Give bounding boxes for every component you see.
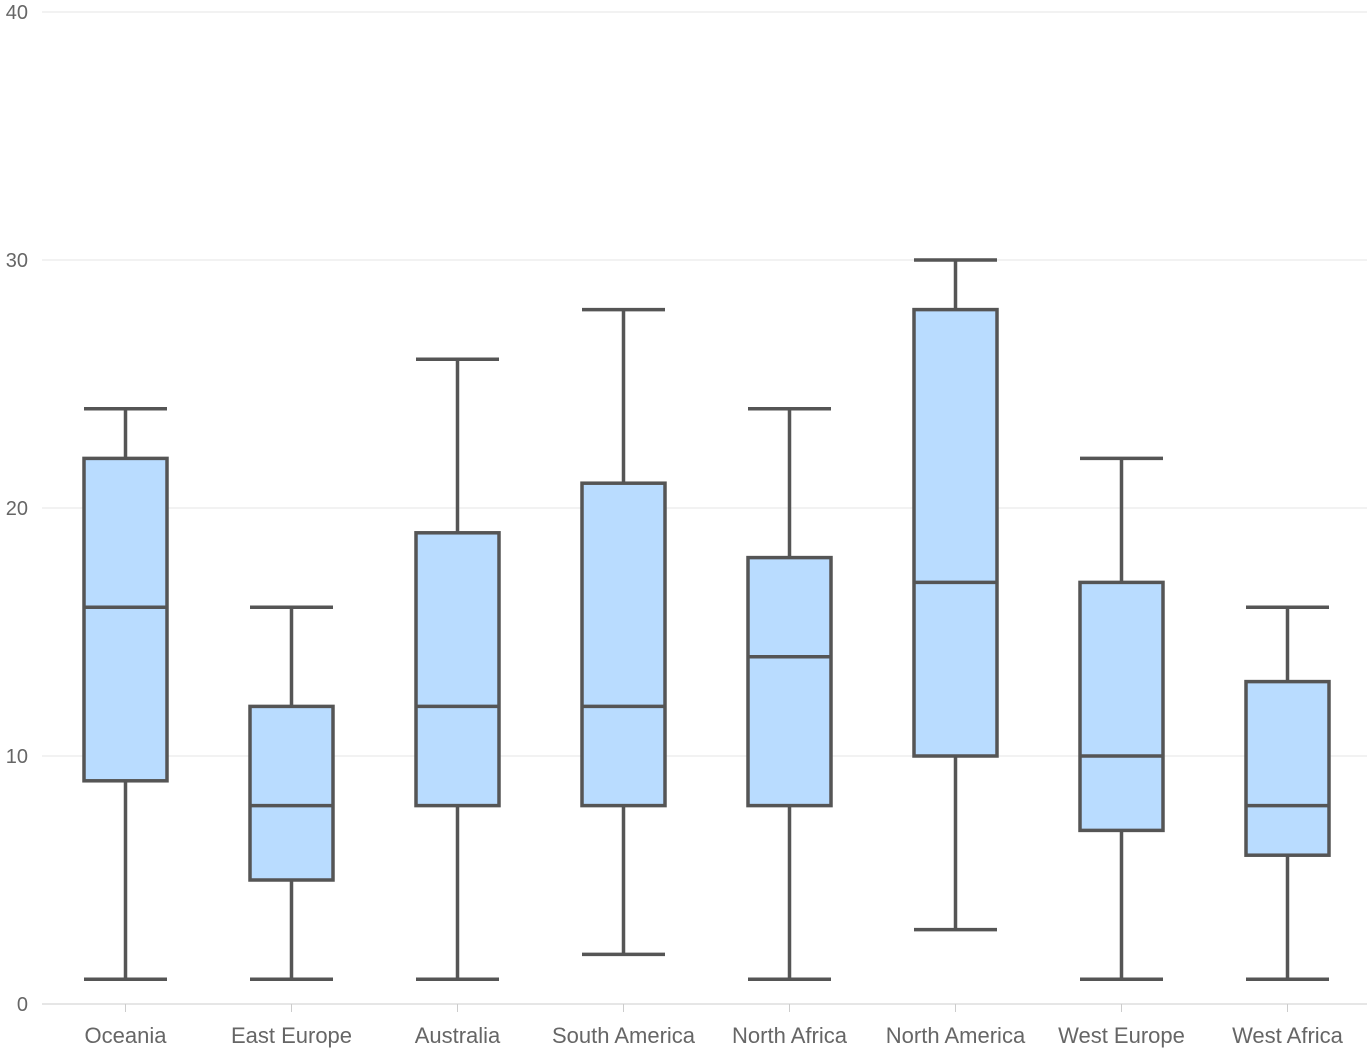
x-axis: Oceania East Europe Australia South America…: [42, 1003, 1367, 1048]
box-series: [82, 258, 1331, 981]
x-tick-label: West Europe: [1058, 1023, 1185, 1048]
box-south-america: [580, 307, 667, 957]
iqr-box: [580, 481, 667, 808]
x-tick-label: Oceania: [85, 1023, 168, 1048]
iqr-box: [82, 456, 169, 783]
iqr-box: [912, 307, 999, 758]
iqr-box: [1078, 580, 1165, 833]
x-tick-label: North Africa: [732, 1023, 848, 1048]
x-tick-label: West Africa: [1232, 1023, 1344, 1048]
x-tick-label: North America: [886, 1023, 1026, 1048]
box-west-europe: [1078, 456, 1165, 981]
y-tick-label: 0: [17, 994, 28, 1016]
box-australia: [414, 357, 501, 981]
iqr-box: [414, 531, 501, 808]
y-tick-label: 10: [6, 746, 28, 768]
box-east-europe: [248, 605, 335, 981]
y-axis: 0 10 20 30 40: [6, 2, 28, 1016]
box-north-africa: [746, 407, 833, 981]
iqr-box: [1244, 679, 1331, 857]
iqr-box: [746, 555, 833, 808]
y-tick-label: 40: [6, 2, 28, 24]
x-tick-label: Australia: [415, 1023, 501, 1048]
y-tick-label: 20: [6, 498, 28, 520]
y-tick-label: 30: [6, 250, 28, 272]
iqr-box: [248, 704, 335, 882]
box-oceania: [82, 407, 169, 981]
x-tick-label: East Europe: [231, 1023, 352, 1048]
x-tick-label: South America: [552, 1023, 696, 1048]
grid-lines: [42, 11, 1367, 757]
box-west-africa: [1244, 605, 1331, 981]
box-north-america: [912, 258, 999, 932]
